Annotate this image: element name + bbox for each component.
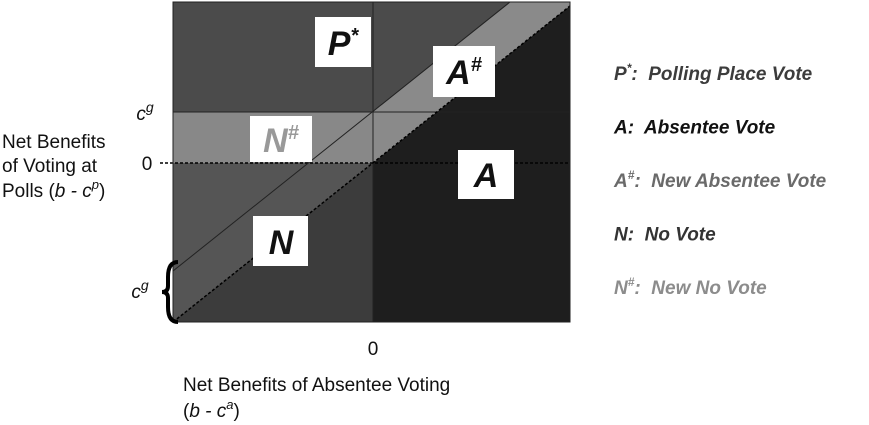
x-tick-label: 0 — [368, 339, 379, 360]
label-box — [253, 216, 308, 266]
plot-border — [172, 1, 571, 323]
legend-text: : Absentee Vote — [628, 118, 776, 139]
title-sup: a — [226, 397, 233, 412]
legend-entry: P*: Polling Place Vote — [614, 61, 813, 85]
tick-sup: g — [146, 99, 154, 115]
label-box — [315, 17, 371, 67]
x-axis-title: Net Benefits of Absentee Voting — [183, 375, 450, 396]
tick-base: c — [136, 104, 146, 125]
title-part: b — [55, 181, 66, 202]
label-base: N — [263, 122, 289, 160]
label-box — [250, 116, 312, 162]
legend-symbol: N — [614, 278, 629, 299]
y-tick-label: cg — [136, 99, 154, 125]
legend-symbol: A — [613, 171, 628, 192]
label-box — [458, 150, 514, 199]
legend-entry: N#: New No Vote — [614, 275, 767, 299]
legend-entry: N: No Vote — [614, 225, 716, 246]
legend-text: : New Absentee Vote — [634, 171, 826, 192]
legend-symbol: A — [613, 118, 628, 139]
title-part: - c — [200, 401, 227, 422]
legend-sup: # — [628, 275, 635, 289]
title-part: - c — [65, 181, 92, 202]
brace-sup: g — [141, 277, 149, 293]
title-sup: p — [91, 177, 99, 192]
legend-entry: A: Absentee Vote — [613, 118, 776, 139]
title-part: ( — [183, 401, 190, 422]
y-tick-label: 0 — [142, 154, 153, 175]
label-box — [433, 46, 495, 97]
label-sup: # — [471, 54, 483, 76]
label-base: A — [445, 54, 471, 92]
legend-sup: # — [628, 168, 635, 182]
region-label: A# — [445, 54, 483, 92]
label-base: P — [328, 25, 351, 63]
brace-label: cg — [131, 277, 149, 303]
region-label: N# — [263, 122, 300, 160]
title-part: Polls ( — [2, 181, 55, 202]
title-part: ) — [99, 181, 105, 202]
region-label: P* — [328, 25, 360, 63]
legend-text: : New No Vote — [634, 278, 767, 299]
legend-text: : No Vote — [628, 225, 716, 246]
legend-sup: * — [627, 61, 633, 75]
title-part: b — [189, 401, 200, 422]
y-axis-title: Polls (b - cp) — [2, 177, 105, 202]
legend-text: : Polling Place Vote — [631, 64, 812, 85]
region-label: A — [473, 157, 499, 195]
x-axis-title: (b - ca) — [183, 397, 240, 422]
brace — [161, 260, 179, 324]
label-sup: * — [350, 25, 359, 47]
title-part: ) — [234, 401, 240, 422]
diagonal-dashed — [172, 5, 571, 323]
y-axis-title: of Voting at — [2, 156, 98, 177]
brace-base: c — [131, 282, 141, 303]
legend-symbol: N — [614, 225, 629, 246]
legend-entry: A#: New Absentee Vote — [613, 168, 827, 192]
legend-symbol: P — [614, 64, 627, 85]
label-sup: # — [288, 122, 300, 144]
region-label: N — [269, 224, 295, 262]
y-axis-title: Net Benefits — [2, 132, 106, 153]
